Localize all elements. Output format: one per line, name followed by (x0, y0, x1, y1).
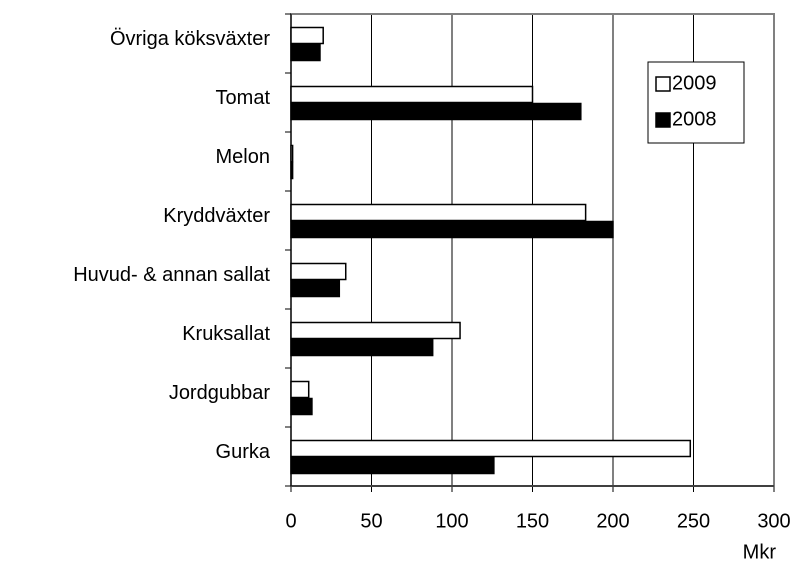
y-tick-label: Jordgubbar (169, 382, 271, 404)
y-tick-label: Övriga köksväxter (110, 28, 270, 50)
legend-swatch (655, 112, 671, 128)
bar (290, 380, 310, 399)
x-tick-label: 300 (757, 510, 790, 532)
legend-swatch (655, 76, 671, 92)
bar (290, 26, 324, 45)
bar (290, 439, 692, 458)
x-tick-label: 100 (435, 510, 468, 532)
legend-label: 2009 (672, 72, 717, 94)
bar (290, 456, 495, 475)
bar (290, 102, 582, 121)
bar (290, 203, 587, 222)
bar (290, 338, 434, 357)
x-axis-label: Mkr (743, 541, 777, 563)
bar (290, 262, 347, 281)
x-tick-label: 150 (516, 510, 549, 532)
y-tick-label: Kruksallat (182, 323, 270, 345)
x-tick-label: 0 (285, 510, 296, 532)
x-tick-label: 50 (360, 510, 382, 532)
bar (290, 397, 313, 416)
legend-box (647, 61, 745, 144)
x-tick-label: 250 (677, 510, 710, 532)
legend-label: 2008 (672, 108, 717, 130)
bar (290, 43, 321, 62)
bar (290, 321, 461, 340)
x-tick-label: 200 (596, 510, 629, 532)
y-tick-label: Melon (216, 146, 270, 168)
y-tick-label: Tomat (216, 87, 271, 109)
y-tick-label: Gurka (216, 441, 271, 463)
y-tick-label: Huvud- & annan sallat (73, 264, 270, 286)
bar (290, 161, 294, 180)
bar (290, 279, 341, 298)
bar (290, 85, 534, 104)
bar (290, 144, 294, 163)
y-tick-label: Kryddväxter (163, 205, 270, 227)
bar (290, 220, 614, 239)
